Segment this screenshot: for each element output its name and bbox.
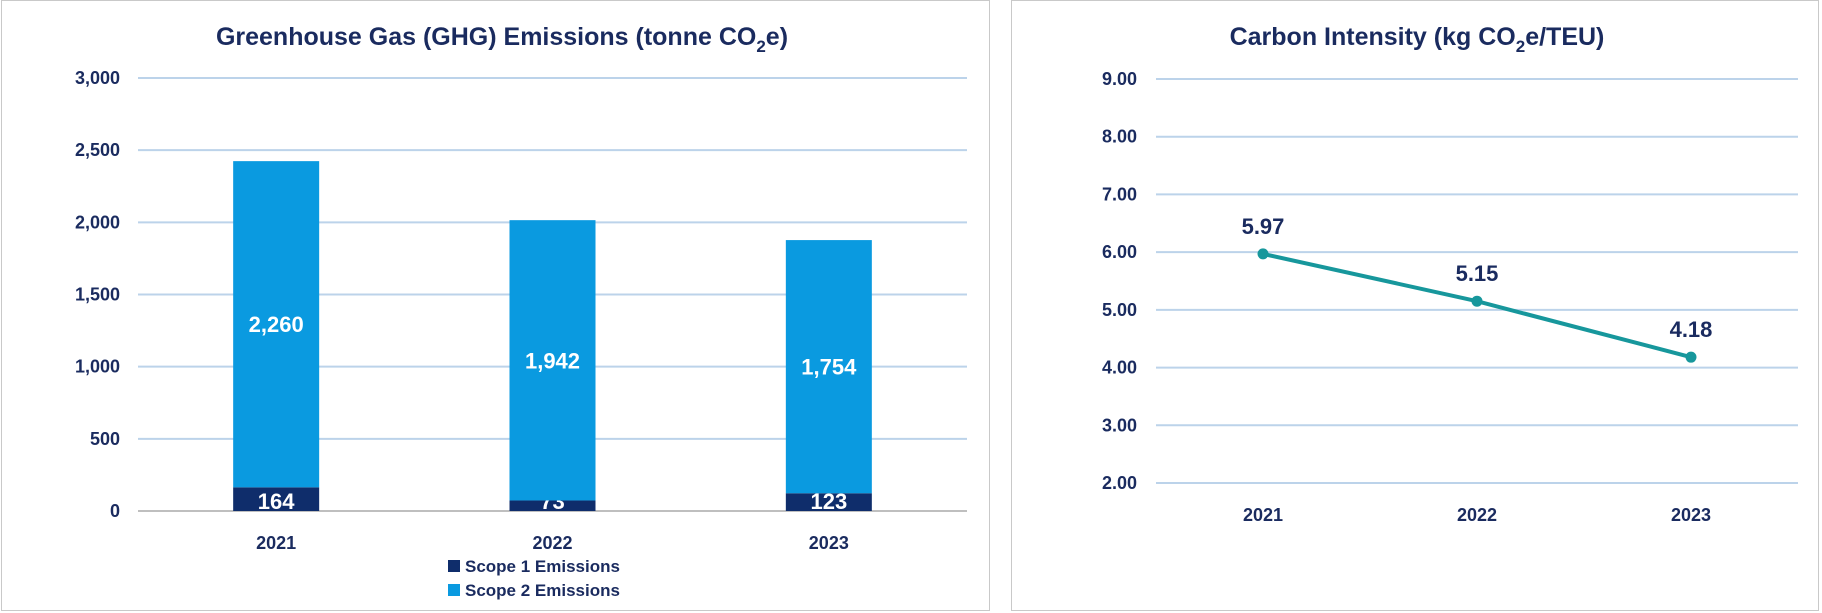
x-tick-label: 2022	[532, 533, 572, 553]
data-label: 5.15	[1456, 261, 1499, 286]
bar-scope-2	[785, 240, 872, 494]
y-tick-label: 7.00	[1102, 184, 1137, 204]
x-tick-label: 2021	[1243, 505, 1283, 525]
x-tick-label: 2021	[256, 533, 296, 553]
bar-scope-2	[509, 220, 596, 501]
legend-swatch	[448, 560, 460, 572]
y-tick-label: 0	[110, 501, 120, 521]
y-tick-label: 8.00	[1102, 127, 1137, 147]
legend-label: Scope 2 Emissions	[465, 581, 620, 600]
x-tick-label: 2023	[1671, 505, 1711, 525]
ghg-emissions-chart: Greenhouse Gas (GHG) Emissions (tonne CO…	[75, 23, 967, 600]
x-tick-label: 2023	[809, 533, 849, 553]
data-point	[1257, 248, 1269, 260]
data-label-scope-1: 164	[258, 489, 295, 514]
legend-swatch	[448, 584, 460, 596]
data-label: 4.18	[1670, 317, 1713, 342]
data-label-scope-2: 1,942	[525, 348, 580, 373]
y-tick-label: 5.00	[1102, 300, 1137, 320]
y-tick-label: 1,000	[75, 357, 120, 377]
data-label: 5.97	[1242, 214, 1285, 239]
ci-x-axis-ticks: 2021 2022 2023	[1243, 505, 1711, 525]
x-tick-label: 2022	[1457, 505, 1497, 525]
ghg-chart-title: Greenhouse Gas (GHG) Emissions (tonne CO…	[216, 23, 788, 56]
data-point	[1685, 351, 1697, 363]
data-label-scope-2: 2,260	[249, 312, 304, 337]
carbon-intensity-chart-title: Carbon Intensity (kg CO2e/TEU)	[1230, 23, 1605, 56]
carbon-intensity-chart-panel: Carbon Intensity (kg CO2e/TEU) 2.00 3.00 4…	[1011, 0, 1819, 611]
y-tick-label: 1,500	[75, 285, 120, 305]
y-tick-label: 2,500	[75, 140, 120, 160]
y-tick-label: 3.00	[1102, 415, 1137, 435]
ci-y-axis-ticks: 2.00 3.00 4.00 5.00 6.00 7.00 8.00 9.00	[1102, 69, 1137, 493]
y-tick-label: 4.00	[1102, 358, 1137, 378]
bar-scope-1	[233, 487, 320, 511]
data-point	[1471, 295, 1483, 307]
bar-scope-1	[785, 493, 872, 511]
y-tick-label: 3,000	[75, 68, 120, 88]
legend-label: Scope 1 Emissions	[465, 557, 620, 576]
y-tick-label: 500	[90, 429, 120, 449]
ghg-x-axis-ticks: 2021 2022 2023	[256, 533, 849, 553]
ghg-emissions-chart-panel: Greenhouse Gas (GHG) Emissions (tonne CO…	[1, 0, 990, 611]
data-label-scope-2: 1,754	[801, 355, 857, 380]
y-tick-label: 9.00	[1102, 69, 1137, 89]
bar-scope-2	[233, 161, 320, 488]
ghg-legend: Scope 1 Emissions Scope 2 Emissions	[448, 557, 620, 600]
y-tick-label: 6.00	[1102, 242, 1137, 262]
ci-line-series: 5.97 5.15 4.18	[1242, 214, 1713, 363]
y-tick-label: 2,000	[75, 212, 120, 232]
ghg-y-axis-ticks: 0 500 1,000 1,500 2,000 2,500 3,000	[75, 68, 120, 521]
carbon-intensity-chart: Carbon Intensity (kg CO2e/TEU) 2.00 3.00 4…	[1102, 23, 1798, 525]
y-tick-label: 2.00	[1102, 473, 1137, 493]
ci-gridlines	[1156, 78, 1798, 484]
bar-scope-1	[509, 500, 596, 511]
